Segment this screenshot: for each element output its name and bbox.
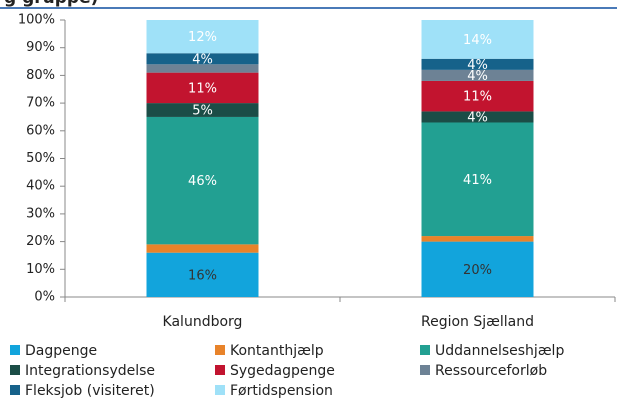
y-tick-label: 20% <box>26 234 55 249</box>
legend-label: Ressourceforløb <box>435 363 547 379</box>
legend-swatch <box>215 385 225 395</box>
y-tick-label: 90% <box>26 40 55 55</box>
data-label: 4% <box>467 58 488 73</box>
y-tick-label: 10% <box>26 262 55 277</box>
bar-segment <box>146 72 259 104</box>
bar-segment <box>146 20 259 54</box>
data-label: 16% <box>188 268 217 283</box>
legend-label: Uddannelseshjælp <box>435 343 564 359</box>
legend-swatch <box>420 345 430 355</box>
y-tick-label: 60% <box>26 123 55 138</box>
legend-swatch <box>215 365 225 375</box>
data-label: 41% <box>463 173 492 188</box>
legend-label: Fleksjob (visiteret) <box>25 383 155 399</box>
data-label: 14% <box>463 33 492 48</box>
legend-label: Dagpenge <box>25 343 97 359</box>
bar-segment <box>421 80 534 112</box>
y-tick-label: 0% <box>34 290 55 305</box>
bar-segment <box>146 116 259 245</box>
bar-segment <box>421 20 534 59</box>
data-label: 12% <box>188 30 217 45</box>
data-label: 11% <box>463 90 492 105</box>
chart-title: g gruppe) <box>4 0 98 8</box>
x-tick-label: Region Sjælland <box>421 314 534 330</box>
y-tick-label: 30% <box>26 206 55 221</box>
y-tick-label: 80% <box>26 68 55 83</box>
legend-swatch <box>10 365 20 375</box>
legend-swatch <box>420 365 430 375</box>
legend-label: Integrationsydelse <box>25 363 155 379</box>
bar-segment <box>146 252 259 297</box>
data-label: 5% <box>192 104 213 119</box>
bar-segment <box>146 53 259 65</box>
data-label: 4% <box>467 110 488 125</box>
data-label: 20% <box>463 263 492 278</box>
data-label: 46% <box>188 174 217 189</box>
bar-segment <box>421 241 534 297</box>
data-label: 4% <box>467 69 488 84</box>
legend-swatch <box>10 385 20 395</box>
y-tick-label: 70% <box>26 96 55 111</box>
legend-swatch <box>10 345 20 355</box>
bar-segment <box>421 122 534 237</box>
y-tick-label: 40% <box>26 179 55 194</box>
legend-swatch <box>215 345 225 355</box>
y-tick-label: 100% <box>18 13 55 28</box>
bar-segment <box>421 111 534 123</box>
bar-segment <box>421 69 534 81</box>
bar-segment <box>421 236 534 242</box>
legend-label: Sygedagpenge <box>230 363 335 379</box>
legend-label: Kontanthjælp <box>230 343 324 359</box>
bar-segment <box>421 58 534 70</box>
legend-label: Førtidspension <box>230 383 333 399</box>
bar-segment <box>146 244 259 253</box>
x-tick-label: Kalundborg <box>163 314 243 330</box>
bar-segment <box>146 64 259 73</box>
bar-segment <box>146 103 259 117</box>
y-tick-label: 50% <box>26 151 55 166</box>
data-label: 11% <box>188 81 217 96</box>
data-label: 4% <box>192 52 213 67</box>
